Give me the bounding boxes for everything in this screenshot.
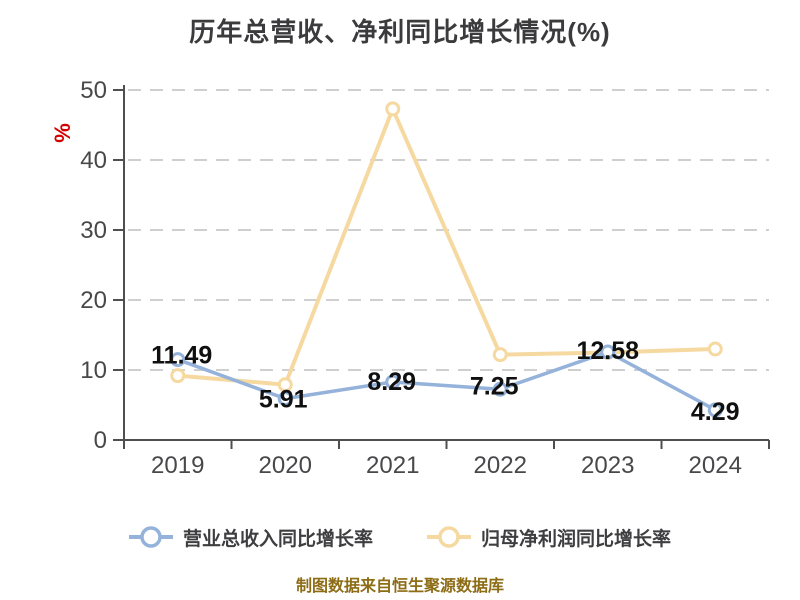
data-label-2019: 11.49 xyxy=(151,342,212,370)
legend-label-revenue-growth: 营业总收入同比增长率 xyxy=(182,528,373,550)
x-tick-label: 2024 xyxy=(689,452,742,479)
y-tick-label: 20 xyxy=(80,287,107,314)
legend-marker-netprofit-icon xyxy=(427,526,471,548)
legend-label-netprofit-growth: 归母净利润同比增长率 xyxy=(481,528,672,550)
legend-item-netprofit-growth[interactable]: 归母净利润同比增长率 xyxy=(427,524,671,551)
data-label-2021: 8.29 xyxy=(367,368,416,396)
x-tick-label: 2020 xyxy=(259,452,312,479)
data-source-footnote: 制图数据来自恒生聚源数据库 xyxy=(295,578,504,595)
x-tick-label: 2022 xyxy=(474,452,527,479)
chart-title: 历年总营收、净利同比增长情况(%) xyxy=(189,17,611,47)
y-tick-label: 30 xyxy=(80,217,107,244)
y-tick-label: 0 xyxy=(94,427,107,454)
series-0-point-2023 xyxy=(600,344,616,360)
series-0-point-2024 xyxy=(707,402,723,418)
chart-legend: 营业总收入同比增长率 归母净利润同比增长率 xyxy=(0,516,800,558)
series-1-point-2020 xyxy=(277,377,293,393)
data-label-2024: 4.29 xyxy=(691,398,740,426)
y-tick-label: 40 xyxy=(80,147,107,174)
series-0-point-2022 xyxy=(492,381,508,397)
x-tick-label: 2021 xyxy=(366,452,419,479)
series-0-point-2019 xyxy=(170,352,186,368)
series-0-point-2020 xyxy=(277,391,293,407)
series-0-point-2021 xyxy=(385,374,401,390)
series-1-point-2021 xyxy=(385,101,401,117)
legend-marker-revenue-icon xyxy=(128,526,173,548)
series-line-0 xyxy=(176,350,717,412)
data-label-2022: 7.25 xyxy=(470,372,519,400)
x-tick-label: 2019 xyxy=(151,452,204,479)
y-tick-label: 50 xyxy=(80,77,107,104)
x-tick-label: 2023 xyxy=(581,452,634,479)
data-label-2023: 12.58 xyxy=(576,337,639,365)
data-label-2020: 5.91 xyxy=(259,386,308,414)
line-chart-plot: 0 10 20 30 40 50 2019 2020 2021 2022 2023 2024 11.49… xyxy=(80,77,770,479)
series-1-point-2024 xyxy=(707,341,723,357)
y-tick-label: 10 xyxy=(80,357,107,384)
series-line-1 xyxy=(175,106,718,387)
legend-item-revenue-growth[interactable]: 营业总收入同比增长率 xyxy=(128,524,373,551)
series-1-point-2019 xyxy=(170,368,186,384)
series-1-point-2022 xyxy=(492,347,508,363)
